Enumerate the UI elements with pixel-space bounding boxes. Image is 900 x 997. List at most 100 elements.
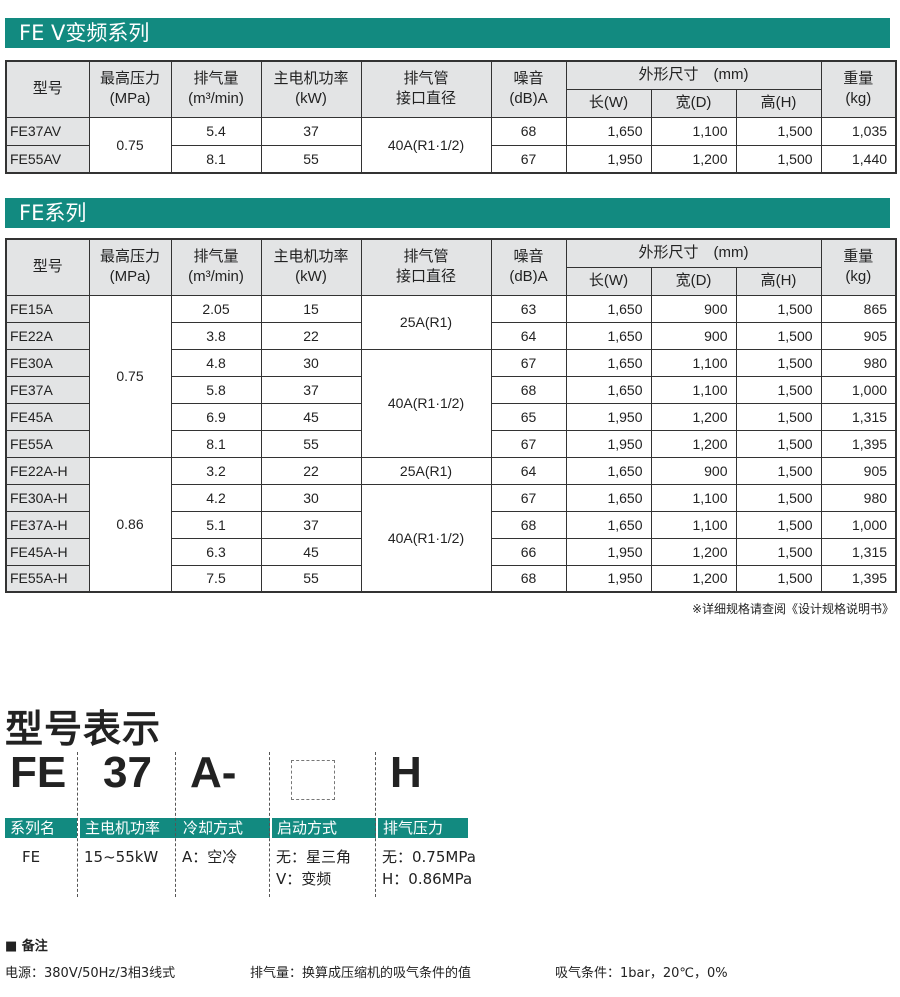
noise-cell: 68	[490, 116, 567, 146]
value-pressure: H：0.86MPa	[382, 870, 473, 888]
weight-cell: 1,000	[820, 375, 897, 404]
header-weight: 重量 (kg)	[820, 238, 897, 296]
noise-cell: 68	[490, 375, 567, 404]
weight-cell: 1,315	[820, 402, 897, 431]
motor-power-cell: 37	[260, 375, 362, 404]
divider-dashed	[375, 752, 376, 897]
spec-table-fe-v: 型号 最高压力 (MPa) 排气量 (m³/min) 主电机功率 (kW) 排气管 接口直径 噪音…	[5, 60, 898, 174]
table-row: FE37AV 0.75 5.4 37 40A(R1·1/2) 68 1,650 1,100 1,…	[5, 116, 897, 174]
header-height: 高(H)	[735, 266, 822, 296]
values-series: FE	[22, 846, 40, 868]
header-flow-line2: (m³/min)	[188, 90, 244, 108]
header-pipe-line2: 接口直径	[395, 268, 456, 286]
remark-intake: 吸气条件：1bar，20℃，0%	[555, 966, 728, 981]
air-flow-cell: 3.2	[170, 456, 262, 485]
motor-power-cell: 15	[260, 294, 362, 323]
header-noise-line1: 噪音	[513, 248, 544, 266]
length-cell: 1,650	[565, 321, 652, 350]
header-pressure-line1: 最高压力	[99, 248, 160, 266]
height-cell: 1,500	[735, 116, 822, 146]
header-power-line2: (kW)	[295, 90, 327, 108]
pipe-size-cell: 40A(R1·1/2)	[360, 348, 492, 458]
header-power: 主电机功率 (kW)	[260, 238, 362, 296]
table-row: FE45A 6.9 45 65 1,950 1,200 1,500 1,315	[5, 402, 897, 431]
model-cell: FE22A	[5, 321, 90, 350]
pipe-size-cell: 40A(R1·1/2)	[360, 483, 492, 593]
model-cell: FE55A-H	[5, 564, 90, 593]
values-cooling: A：空冷	[182, 846, 237, 868]
remarks-heading: ■ 备注	[5, 939, 48, 954]
height-cell: 1,500	[735, 456, 822, 485]
values-start-method: 无：星三角 V：变频	[276, 846, 351, 890]
model-cell: FE37AV	[5, 116, 90, 146]
width-cell: 1,100	[650, 348, 737, 377]
header-power-line2: (kW)	[295, 268, 327, 286]
model-cell: FE45A-H	[5, 537, 90, 566]
air-flow-cell: 5.8	[170, 375, 262, 404]
header-flow: 排气量 (m³/min)	[170, 60, 262, 118]
value-start-method: 无：星三角	[276, 848, 352, 866]
section-title-fe-v: FE V变频系列	[5, 18, 890, 48]
table-row: FE30A 4.8 30 40A(R1·1/2) 67 1,650 1,100 1,500 98…	[5, 348, 897, 458]
header-pipe-line1: 排气管	[403, 70, 449, 88]
header-pipe: 排气管 接口直径	[360, 60, 492, 118]
remark-flow: 排气量：换算成压缩机的吸气条件的值	[250, 966, 472, 981]
table-row: FE37A 5.8 37 68 1,650 1,100 1,500 1,000	[5, 375, 897, 404]
table-row: FE37A-H 5.1 37 68 1,650 1,100 1,500 1,000	[5, 510, 897, 539]
motor-power-cell: 22	[260, 456, 362, 485]
max-pressure-cell: 0.75	[88, 116, 172, 174]
weight-cell: 1,035	[820, 116, 897, 146]
header-length: 长(W)	[565, 266, 652, 296]
width-cell: 1,200	[650, 564, 737, 593]
value-start-method: V：变频	[276, 870, 332, 888]
weight-cell: 1,315	[820, 537, 897, 566]
header-dimensions: 外形尺寸 (mm)	[565, 60, 822, 90]
header-dimensions: 外形尺寸 (mm)	[565, 238, 822, 268]
header-model: 型号	[5, 60, 90, 118]
header-pressure-line1: 最高压力	[99, 70, 160, 88]
max-pressure-cell: 0.86	[88, 456, 172, 593]
header-noise-line1: 噪音	[513, 70, 544, 88]
header-flow: 排气量 (m³/min)	[170, 238, 262, 296]
header-pipe: 排气管 接口直径	[360, 238, 492, 296]
weight-cell: 1,395	[820, 564, 897, 593]
table-row: FE55A 8.1 55 67 1,950 1,200 1,500 1,395	[5, 429, 897, 458]
noise-cell: 67	[490, 429, 567, 458]
value-cooling: A：空冷	[182, 848, 238, 866]
header-power-line1: 主电机功率	[273, 70, 349, 88]
model-cell: FE30A-H	[5, 483, 90, 512]
spec-table-fe: 型号 最高压力 (MPa) 排气量 (m³/min) 主电机功率 (kW) 排气管 接口直径 噪音…	[5, 238, 898, 593]
pipe-size-cell: 25A(R1)	[360, 456, 492, 485]
noise-cell: 67	[490, 144, 567, 174]
footnote: ※详细规格请查阅《设计规格说明书》	[691, 602, 894, 616]
model-cell: FE22A-H	[5, 456, 90, 485]
motor-power-cell: 22	[260, 321, 362, 350]
noise-cell: 67	[490, 348, 567, 377]
weight-cell: 1,000	[820, 510, 897, 539]
noise-cell: 65	[490, 402, 567, 431]
length-cell: 1,650	[565, 510, 652, 539]
height-cell: 1,500	[735, 429, 822, 458]
length-cell: 1,950	[565, 144, 652, 174]
length-cell: 1,950	[565, 564, 652, 593]
label-pressure: 排气压力	[378, 818, 468, 838]
width-cell: 1,200	[650, 537, 737, 566]
air-flow-cell: 8.1	[170, 144, 262, 174]
header-power-line1: 主电机功率	[273, 248, 349, 266]
width-cell: 1,200	[650, 429, 737, 458]
divider-dashed	[77, 752, 78, 897]
motor-power-cell: 55	[260, 144, 362, 174]
air-flow-cell: 6.3	[170, 537, 262, 566]
length-cell: 1,950	[565, 402, 652, 431]
weight-cell: 980	[820, 348, 897, 377]
label-motor-power: 主电机功率	[80, 818, 180, 838]
model-cell: FE37A	[5, 375, 90, 404]
motor-power-cell: 30	[260, 483, 362, 512]
header-width: 宽(D)	[650, 88, 737, 118]
model-cell: FE45A	[5, 402, 90, 431]
width-cell: 900	[650, 294, 737, 323]
air-flow-cell: 3.8	[170, 321, 262, 350]
height-cell: 1,500	[735, 402, 822, 431]
noise-cell: 68	[490, 564, 567, 593]
value-motor-power: 15~55kW	[84, 848, 159, 866]
